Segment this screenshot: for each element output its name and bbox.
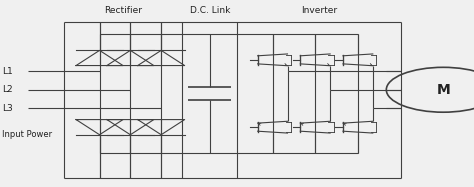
Text: Input Power: Input Power: [2, 130, 53, 139]
Text: L3: L3: [2, 104, 13, 113]
Text: L1: L1: [2, 67, 13, 76]
Text: L2: L2: [2, 85, 13, 94]
Text: D.C. Link: D.C. Link: [190, 6, 230, 15]
Text: Inverter: Inverter: [301, 6, 337, 15]
Text: Rectifier: Rectifier: [104, 6, 142, 15]
Text: M: M: [436, 83, 450, 97]
